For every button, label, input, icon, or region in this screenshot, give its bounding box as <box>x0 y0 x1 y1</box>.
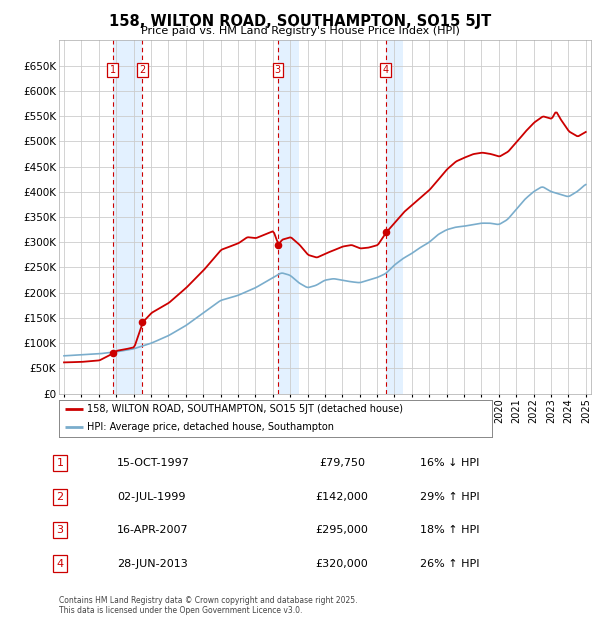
Text: 2: 2 <box>139 65 145 76</box>
Text: HPI: Average price, detached house, Southampton: HPI: Average price, detached house, Sout… <box>87 422 334 432</box>
Point <box>108 348 118 358</box>
Point <box>381 227 391 237</box>
Bar <box>386 40 403 394</box>
Text: 4: 4 <box>56 559 64 569</box>
Point <box>137 317 147 327</box>
Text: Price paid vs. HM Land Registry's House Price Index (HPI): Price paid vs. HM Land Registry's House … <box>140 26 460 36</box>
Bar <box>113 40 142 394</box>
Text: Contains HM Land Registry data © Crown copyright and database right 2025.
This d: Contains HM Land Registry data © Crown c… <box>59 596 358 615</box>
Text: 158, WILTON ROAD, SOUTHAMPTON, SO15 5JT (detached house): 158, WILTON ROAD, SOUTHAMPTON, SO15 5JT … <box>87 404 403 414</box>
Text: 18% ↑ HPI: 18% ↑ HPI <box>420 525 479 535</box>
Text: 2: 2 <box>56 492 64 502</box>
Text: 26% ↑ HPI: 26% ↑ HPI <box>420 559 479 569</box>
Text: 1: 1 <box>109 65 116 76</box>
Text: 29% ↑ HPI: 29% ↑ HPI <box>420 492 479 502</box>
Text: 02-JUL-1999: 02-JUL-1999 <box>117 492 185 502</box>
Text: 158, WILTON ROAD, SOUTHAMPTON, SO15 5JT: 158, WILTON ROAD, SOUTHAMPTON, SO15 5JT <box>109 14 491 29</box>
Text: 1: 1 <box>56 458 64 468</box>
Text: 4: 4 <box>383 65 389 76</box>
Text: 16% ↓ HPI: 16% ↓ HPI <box>420 458 479 468</box>
Text: 3: 3 <box>275 65 281 76</box>
Bar <box>278 40 299 394</box>
Text: £295,000: £295,000 <box>316 525 368 535</box>
Text: £320,000: £320,000 <box>316 559 368 569</box>
Text: 28-JUN-2013: 28-JUN-2013 <box>117 559 188 569</box>
Text: 16-APR-2007: 16-APR-2007 <box>117 525 188 535</box>
Text: 15-OCT-1997: 15-OCT-1997 <box>117 458 190 468</box>
Text: £142,000: £142,000 <box>316 492 368 502</box>
Text: 3: 3 <box>56 525 64 535</box>
Point <box>273 240 283 250</box>
Text: £79,750: £79,750 <box>319 458 365 468</box>
